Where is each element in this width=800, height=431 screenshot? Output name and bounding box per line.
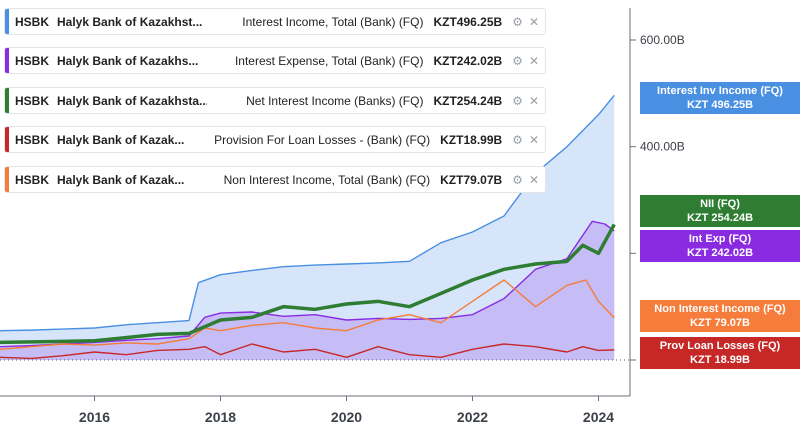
legend-row[interactable]: HSBK Halyk Bank of Kazak... Non Interest I… xyxy=(4,166,546,193)
legend-ticker: HSBK xyxy=(15,14,50,29)
legend-row[interactable]: HSBK Halyk Bank of Kazak... Provision For … xyxy=(4,126,546,153)
legend-metric: Non Interest Income, Total (Bank) (FQ) xyxy=(223,172,431,187)
series-line-0 xyxy=(0,94,615,332)
series-line-4 xyxy=(0,343,615,360)
badge-value: KZT 496.25B xyxy=(686,99,754,111)
close-icon[interactable]: ✕ xyxy=(528,93,539,108)
legend-metric: Interest Expense, Total (Bank) (FQ) xyxy=(234,53,424,68)
area-0 xyxy=(0,95,615,360)
legend-ticker: HSBK xyxy=(15,132,50,147)
x-tick-label: 2024 xyxy=(583,409,614,425)
legend-ticker: HSBK xyxy=(15,93,50,108)
legend-row[interactable]: HSBK Halyk Bank of Kazakhst... Interest In… xyxy=(4,8,546,35)
series-line-2 xyxy=(0,223,616,345)
legend-value: KZT79.07B xyxy=(440,172,503,187)
series-line-1 xyxy=(0,220,615,348)
value-badge: Int Exp (FQ) KZT 242.02B xyxy=(640,230,800,262)
badge-value: KZT 18.99B xyxy=(690,354,750,366)
legend-company: Halyk Bank of Kazak... xyxy=(57,172,185,187)
close-icon[interactable]: ✕ xyxy=(528,132,539,147)
legend-metric: Interest Income, Total (Bank) (FQ) xyxy=(242,14,424,29)
close-icon[interactable]: ✕ xyxy=(528,53,539,68)
area-1 xyxy=(0,221,615,360)
x-tick-label: 2020 xyxy=(331,409,362,425)
series-lines xyxy=(0,94,616,360)
badge-value: KZT 79.07B xyxy=(690,317,750,329)
value-badge: NII (FQ) KZT 254.24B xyxy=(640,195,800,227)
badge-label: NII (FQ) xyxy=(700,198,740,210)
legend-ticker: HSBK xyxy=(15,172,50,187)
legend-metric: Net Interest Income (Banks) (FQ) xyxy=(246,93,424,108)
badge-value: KZT 242.02B xyxy=(686,247,754,259)
legend-value: KZT18.99B xyxy=(440,132,503,147)
value-badge: Non Interest Income (FQ) KZT 79.07B xyxy=(640,300,800,332)
legend-company: Halyk Bank of Kazakhst... xyxy=(57,14,203,29)
legend-company: Halyk Bank of Kazak... xyxy=(57,132,185,147)
badge-label: Prov Loan Losses (FQ) xyxy=(659,340,781,352)
legend-row[interactable]: HSBK Halyk Bank of Kazakhs... Interest Exp… xyxy=(4,47,546,74)
badge-label: Non Interest Income (FQ) xyxy=(654,303,786,315)
close-icon[interactable]: ✕ xyxy=(528,172,539,187)
legend-swatch xyxy=(5,167,9,192)
y-tick-label: 600.00B xyxy=(640,33,685,47)
legend-swatch xyxy=(5,127,9,152)
settings-icon[interactable]: ⚙ xyxy=(512,172,523,187)
x-tick-label: 2022 xyxy=(457,409,488,425)
legend-swatch xyxy=(5,88,9,113)
legend-company: Halyk Bank of Kazakhs... xyxy=(57,53,199,68)
settings-icon[interactable]: ⚙ xyxy=(512,93,523,108)
value-badge: Prov Loan Losses (FQ) KZT 18.99B xyxy=(640,337,800,369)
legend-row[interactable]: HSBK Halyk Bank of Kazakhsta... Net Intere… xyxy=(4,87,546,114)
x-tick-label: 2016 xyxy=(79,409,110,425)
legend-value: KZT254.24B xyxy=(433,93,503,108)
badge-value: KZT 254.24B xyxy=(686,212,754,224)
legend-ticker: HSBK xyxy=(15,53,50,68)
settings-icon[interactable]: ⚙ xyxy=(512,53,523,68)
area-fills xyxy=(0,95,615,360)
legend-metric: Provision For Loan Losses - (Bank) (FQ) xyxy=(214,132,431,147)
badge-label: Interest Inv Income (FQ) xyxy=(657,85,783,97)
badge-label: Int Exp (FQ) xyxy=(688,233,752,245)
x-tick-label: 2018 xyxy=(205,409,236,425)
legend-swatch xyxy=(5,9,9,34)
legend-value: KZT242.02B xyxy=(433,53,503,68)
legend-swatch xyxy=(5,48,9,73)
series-line-3 xyxy=(0,279,615,351)
settings-icon[interactable]: ⚙ xyxy=(512,132,523,147)
y-tick-label: 400.00B xyxy=(640,140,685,154)
legend-value: KZT496.25B xyxy=(433,14,503,29)
settings-icon[interactable]: ⚙ xyxy=(512,14,523,29)
legend-company: Halyk Bank of Kazakhsta... xyxy=(57,93,207,108)
value-badge: Interest Inv Income (FQ) KZT 496.25B xyxy=(640,82,800,114)
close-icon[interactable]: ✕ xyxy=(528,14,539,29)
